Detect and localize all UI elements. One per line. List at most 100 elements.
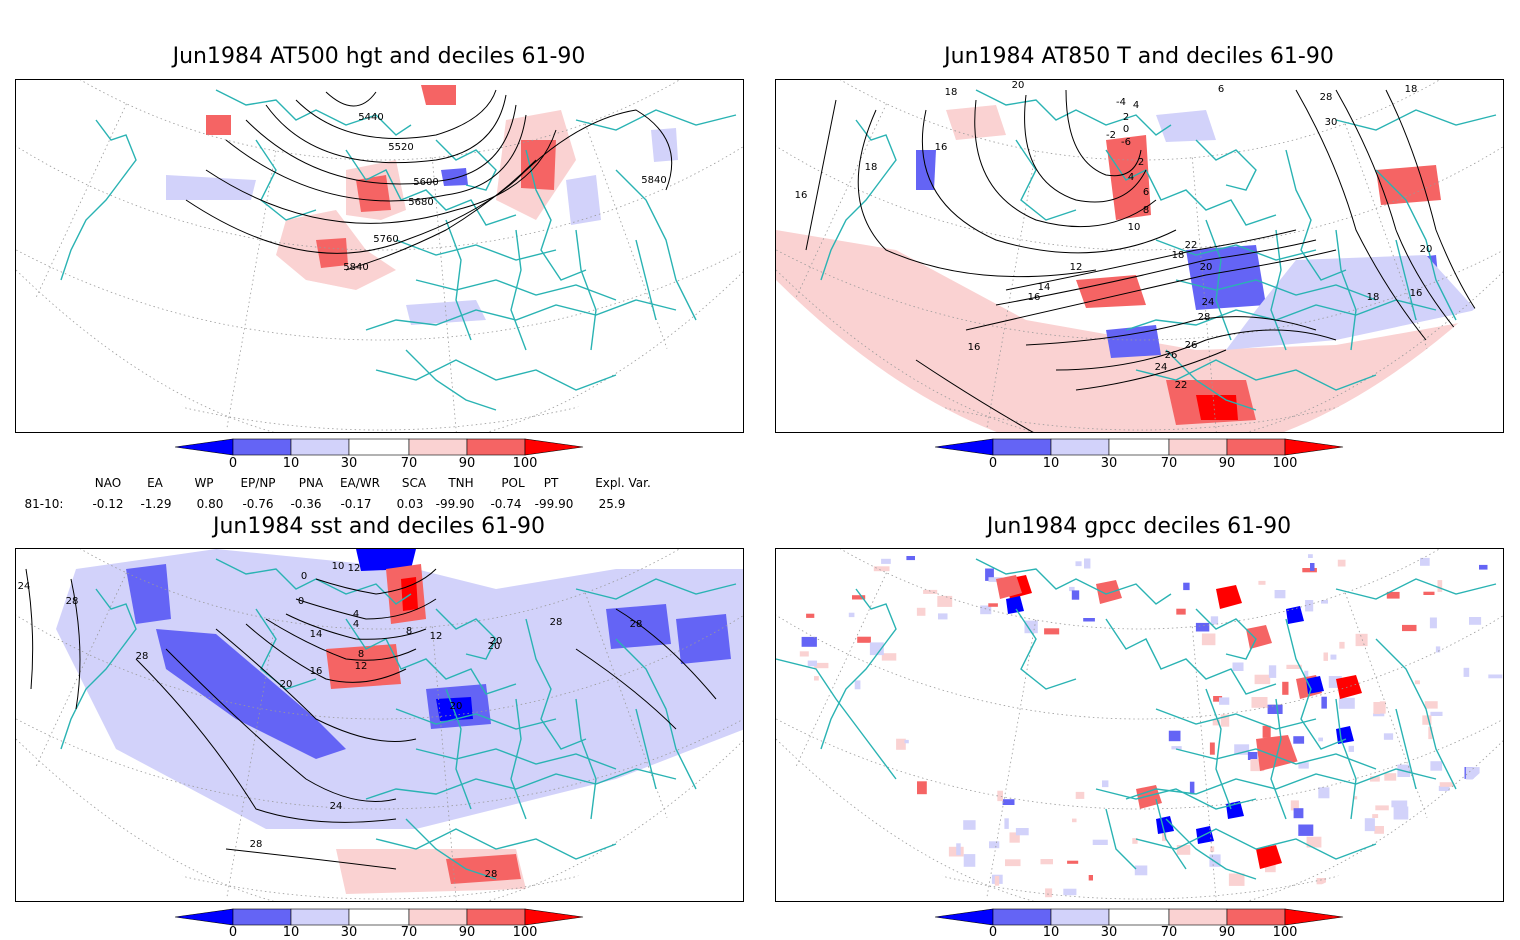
decile-below	[166, 175, 256, 200]
precip-decile-cell	[852, 595, 866, 600]
longitude-line	[723, 80, 743, 339]
decile-below	[566, 175, 601, 225]
colorbar-label: 70	[1160, 456, 1178, 471]
precip-decile-cell	[1045, 888, 1053, 898]
precip-decile-cell	[1469, 617, 1482, 625]
contour-line	[974, 99, 1157, 228]
contour-line	[265, 618, 417, 661]
contour-line	[225, 114, 527, 202]
colorbar-segment	[1168, 438, 1228, 456]
coastline	[1155, 708, 1317, 730]
coastline	[1395, 239, 1417, 321]
contour-label: 0	[301, 571, 307, 582]
precip-decile-cell	[963, 820, 976, 830]
index-header: NAO	[94, 476, 122, 490]
coastline	[255, 608, 317, 690]
map-hgt500: 5440 5520 5600 5680 5760 5840 5840	[15, 79, 744, 433]
precip-decile-cell	[906, 556, 915, 561]
precip-decile-cell	[1316, 878, 1326, 885]
colorbar-segment	[1108, 908, 1170, 926]
contour-label: 26	[1185, 340, 1198, 351]
contour-line	[1055, 329, 1337, 371]
coastline	[635, 708, 657, 790]
precip-decile-cell	[801, 636, 817, 647]
longitude-line	[431, 157, 464, 432]
contour-line	[245, 104, 517, 185]
colorbar-label: 100	[512, 456, 538, 471]
precip-decile-cell	[1210, 616, 1219, 625]
coastline	[215, 89, 412, 136]
contour-line	[295, 89, 497, 139]
coastline	[1335, 109, 1497, 131]
colorbar-gpcc-bar	[934, 908, 1344, 926]
precip-decile-cell	[807, 660, 817, 667]
coastline	[575, 109, 737, 131]
index-header: POL	[501, 476, 525, 490]
contour-line	[1075, 349, 1227, 391]
precip-decile-cell	[1386, 591, 1400, 599]
index-value: -0.17	[340, 497, 372, 511]
precip-decile-cell	[1472, 868, 1488, 873]
precip-decile-cell	[1373, 702, 1380, 714]
coastline	[1095, 788, 1257, 810]
precip-decile-cell	[1321, 696, 1327, 709]
precip-decile-cell	[1075, 561, 1082, 567]
colorbar-arrow-high	[524, 438, 584, 456]
map-t850: 18 20 28 30 18 6 4 2 0 -6 -4 -2 16 18 16 2 4 6 8 10 12 14 16 20…	[775, 79, 1504, 433]
coastline	[1135, 828, 1377, 860]
index-header: TNH	[448, 476, 474, 490]
precip-decile-cell	[1254, 674, 1271, 685]
contour-line	[1024, 94, 1147, 203]
colorbar-segment	[1050, 908, 1110, 926]
colorbar-label: 70	[1160, 925, 1178, 940]
colorbar-label: 90	[458, 925, 476, 940]
precip-decile-low	[1156, 816, 1174, 834]
colorbar-label: 30	[340, 456, 358, 471]
precip-decile-cell	[1469, 803, 1482, 808]
index-headers: NAO EA WP EP/NP PNA EA/WR SCA TNH POL PT…	[0, 476, 760, 492]
colorbar-arrow-high	[524, 908, 584, 926]
index-header: WP	[194, 476, 214, 490]
contour-label: 28	[550, 617, 563, 628]
contour-label: 20	[488, 641, 501, 652]
coastline	[435, 608, 497, 660]
contour-label: 20	[1012, 80, 1025, 91]
colorbar-segment	[992, 908, 1052, 926]
colorbar-label: 10	[282, 456, 300, 471]
coastline	[445, 688, 472, 810]
coastline	[1105, 618, 1277, 695]
contour-label: 6	[1218, 84, 1224, 95]
coastline	[615, 638, 697, 790]
contour-label: 20	[490, 636, 503, 647]
colorbar-label: 70	[400, 456, 418, 471]
contour-label: 20	[1420, 244, 1433, 255]
contour-label: -2	[1106, 130, 1116, 141]
colorbar-label: 0	[228, 456, 238, 471]
colorbar-segment	[232, 438, 292, 456]
precip-decile-cell	[857, 636, 871, 643]
contour-line	[1005, 229, 1297, 291]
contour-label: 18	[865, 162, 878, 173]
coastline	[445, 219, 472, 341]
colorbar-arrow-low	[174, 908, 234, 926]
decile-well-above	[1376, 165, 1441, 205]
coastline	[525, 149, 587, 281]
contour-label: 28	[1320, 92, 1333, 103]
colorbar-arrow-low	[934, 908, 994, 926]
index-value: -1.29	[140, 497, 172, 511]
longitude-line	[776, 572, 887, 891]
coastline	[575, 698, 597, 820]
contour-label: 4	[353, 609, 359, 620]
coastline	[776, 658, 897, 780]
precip-decile-cell	[997, 790, 1003, 802]
colorbar-label: 10	[282, 925, 300, 940]
precip-decile-low	[1006, 596, 1024, 614]
contour-line	[205, 129, 557, 224]
precip-decile-cell	[1290, 800, 1299, 811]
precip-decile-cell	[1308, 554, 1313, 558]
map-sst: 24 28 28 0 0 10 12 4 8 4 14 8 12 16 12 20 20 20 28 28 24 28 28…	[15, 548, 744, 902]
precip-decile-cell	[1435, 646, 1441, 653]
precip-decile-cell	[1286, 664, 1302, 669]
index-value: -0.12	[92, 497, 124, 511]
precip-decile-cell	[994, 875, 1000, 886]
